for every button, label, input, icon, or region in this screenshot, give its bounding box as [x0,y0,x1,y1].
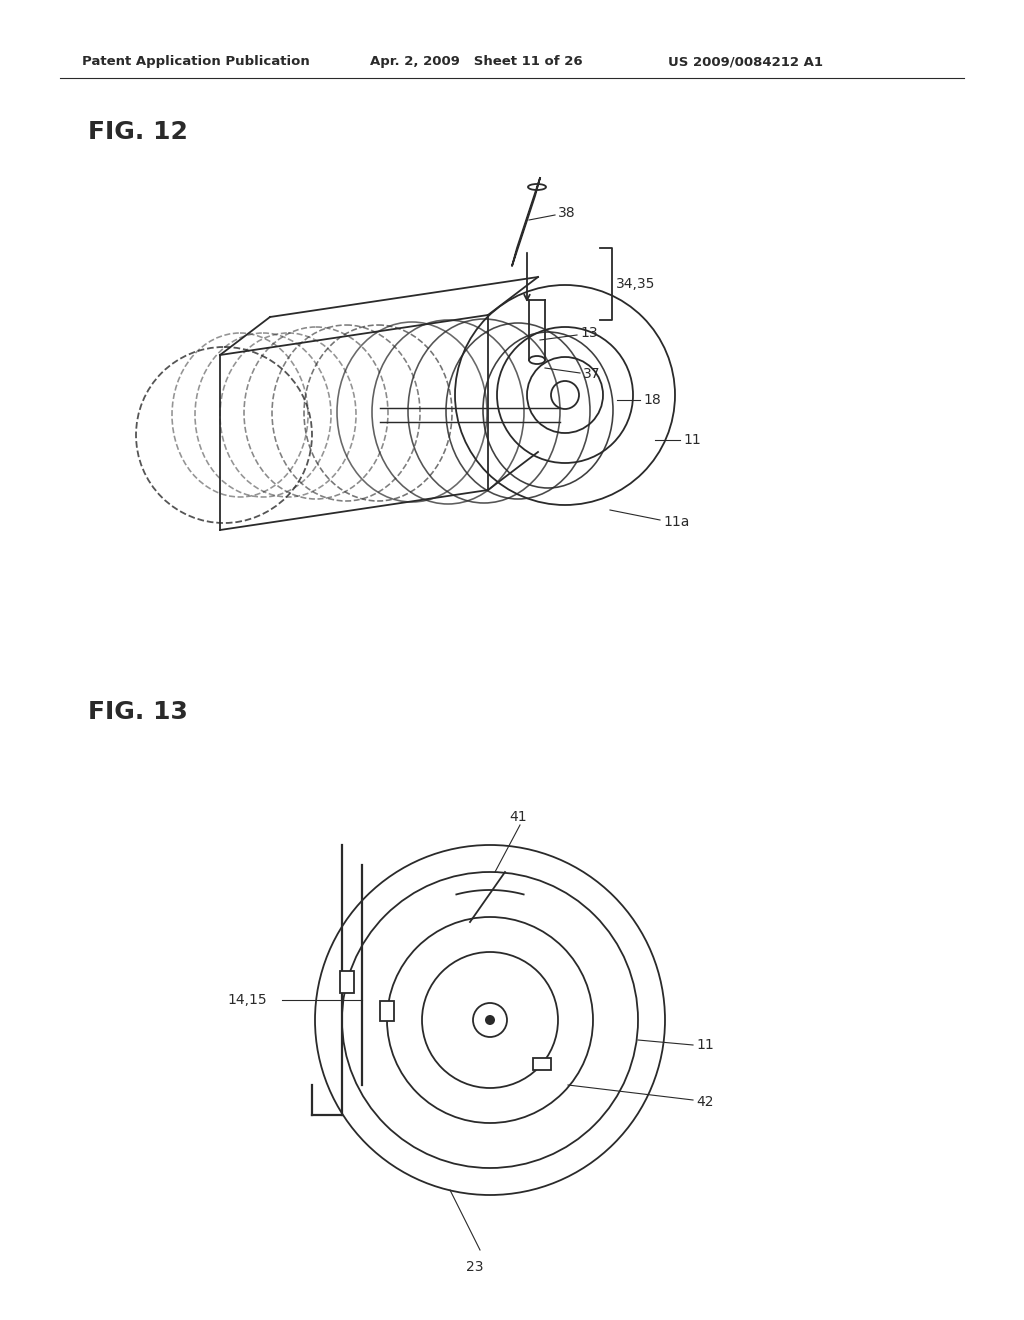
FancyBboxPatch shape [380,1001,394,1022]
Text: FIG. 12: FIG. 12 [88,120,187,144]
Text: US 2009/0084212 A1: US 2009/0084212 A1 [668,55,823,69]
Text: 18: 18 [643,393,660,407]
Text: 11: 11 [683,433,700,447]
Text: 41: 41 [509,810,526,824]
Text: 13: 13 [580,326,598,341]
FancyBboxPatch shape [534,1057,551,1069]
Ellipse shape [485,1015,495,1026]
Text: 42: 42 [696,1096,714,1109]
Text: 14,15: 14,15 [227,993,266,1007]
Text: 34,35: 34,35 [616,277,655,290]
Text: 23: 23 [466,1261,483,1274]
Text: 37: 37 [583,367,600,381]
Text: Apr. 2, 2009   Sheet 11 of 26: Apr. 2, 2009 Sheet 11 of 26 [370,55,583,69]
Text: Patent Application Publication: Patent Application Publication [82,55,309,69]
Text: 38: 38 [558,206,575,220]
Text: FIG. 13: FIG. 13 [88,700,187,723]
Text: 11a: 11a [663,515,689,529]
Text: 11: 11 [696,1038,714,1052]
FancyBboxPatch shape [340,970,354,993]
